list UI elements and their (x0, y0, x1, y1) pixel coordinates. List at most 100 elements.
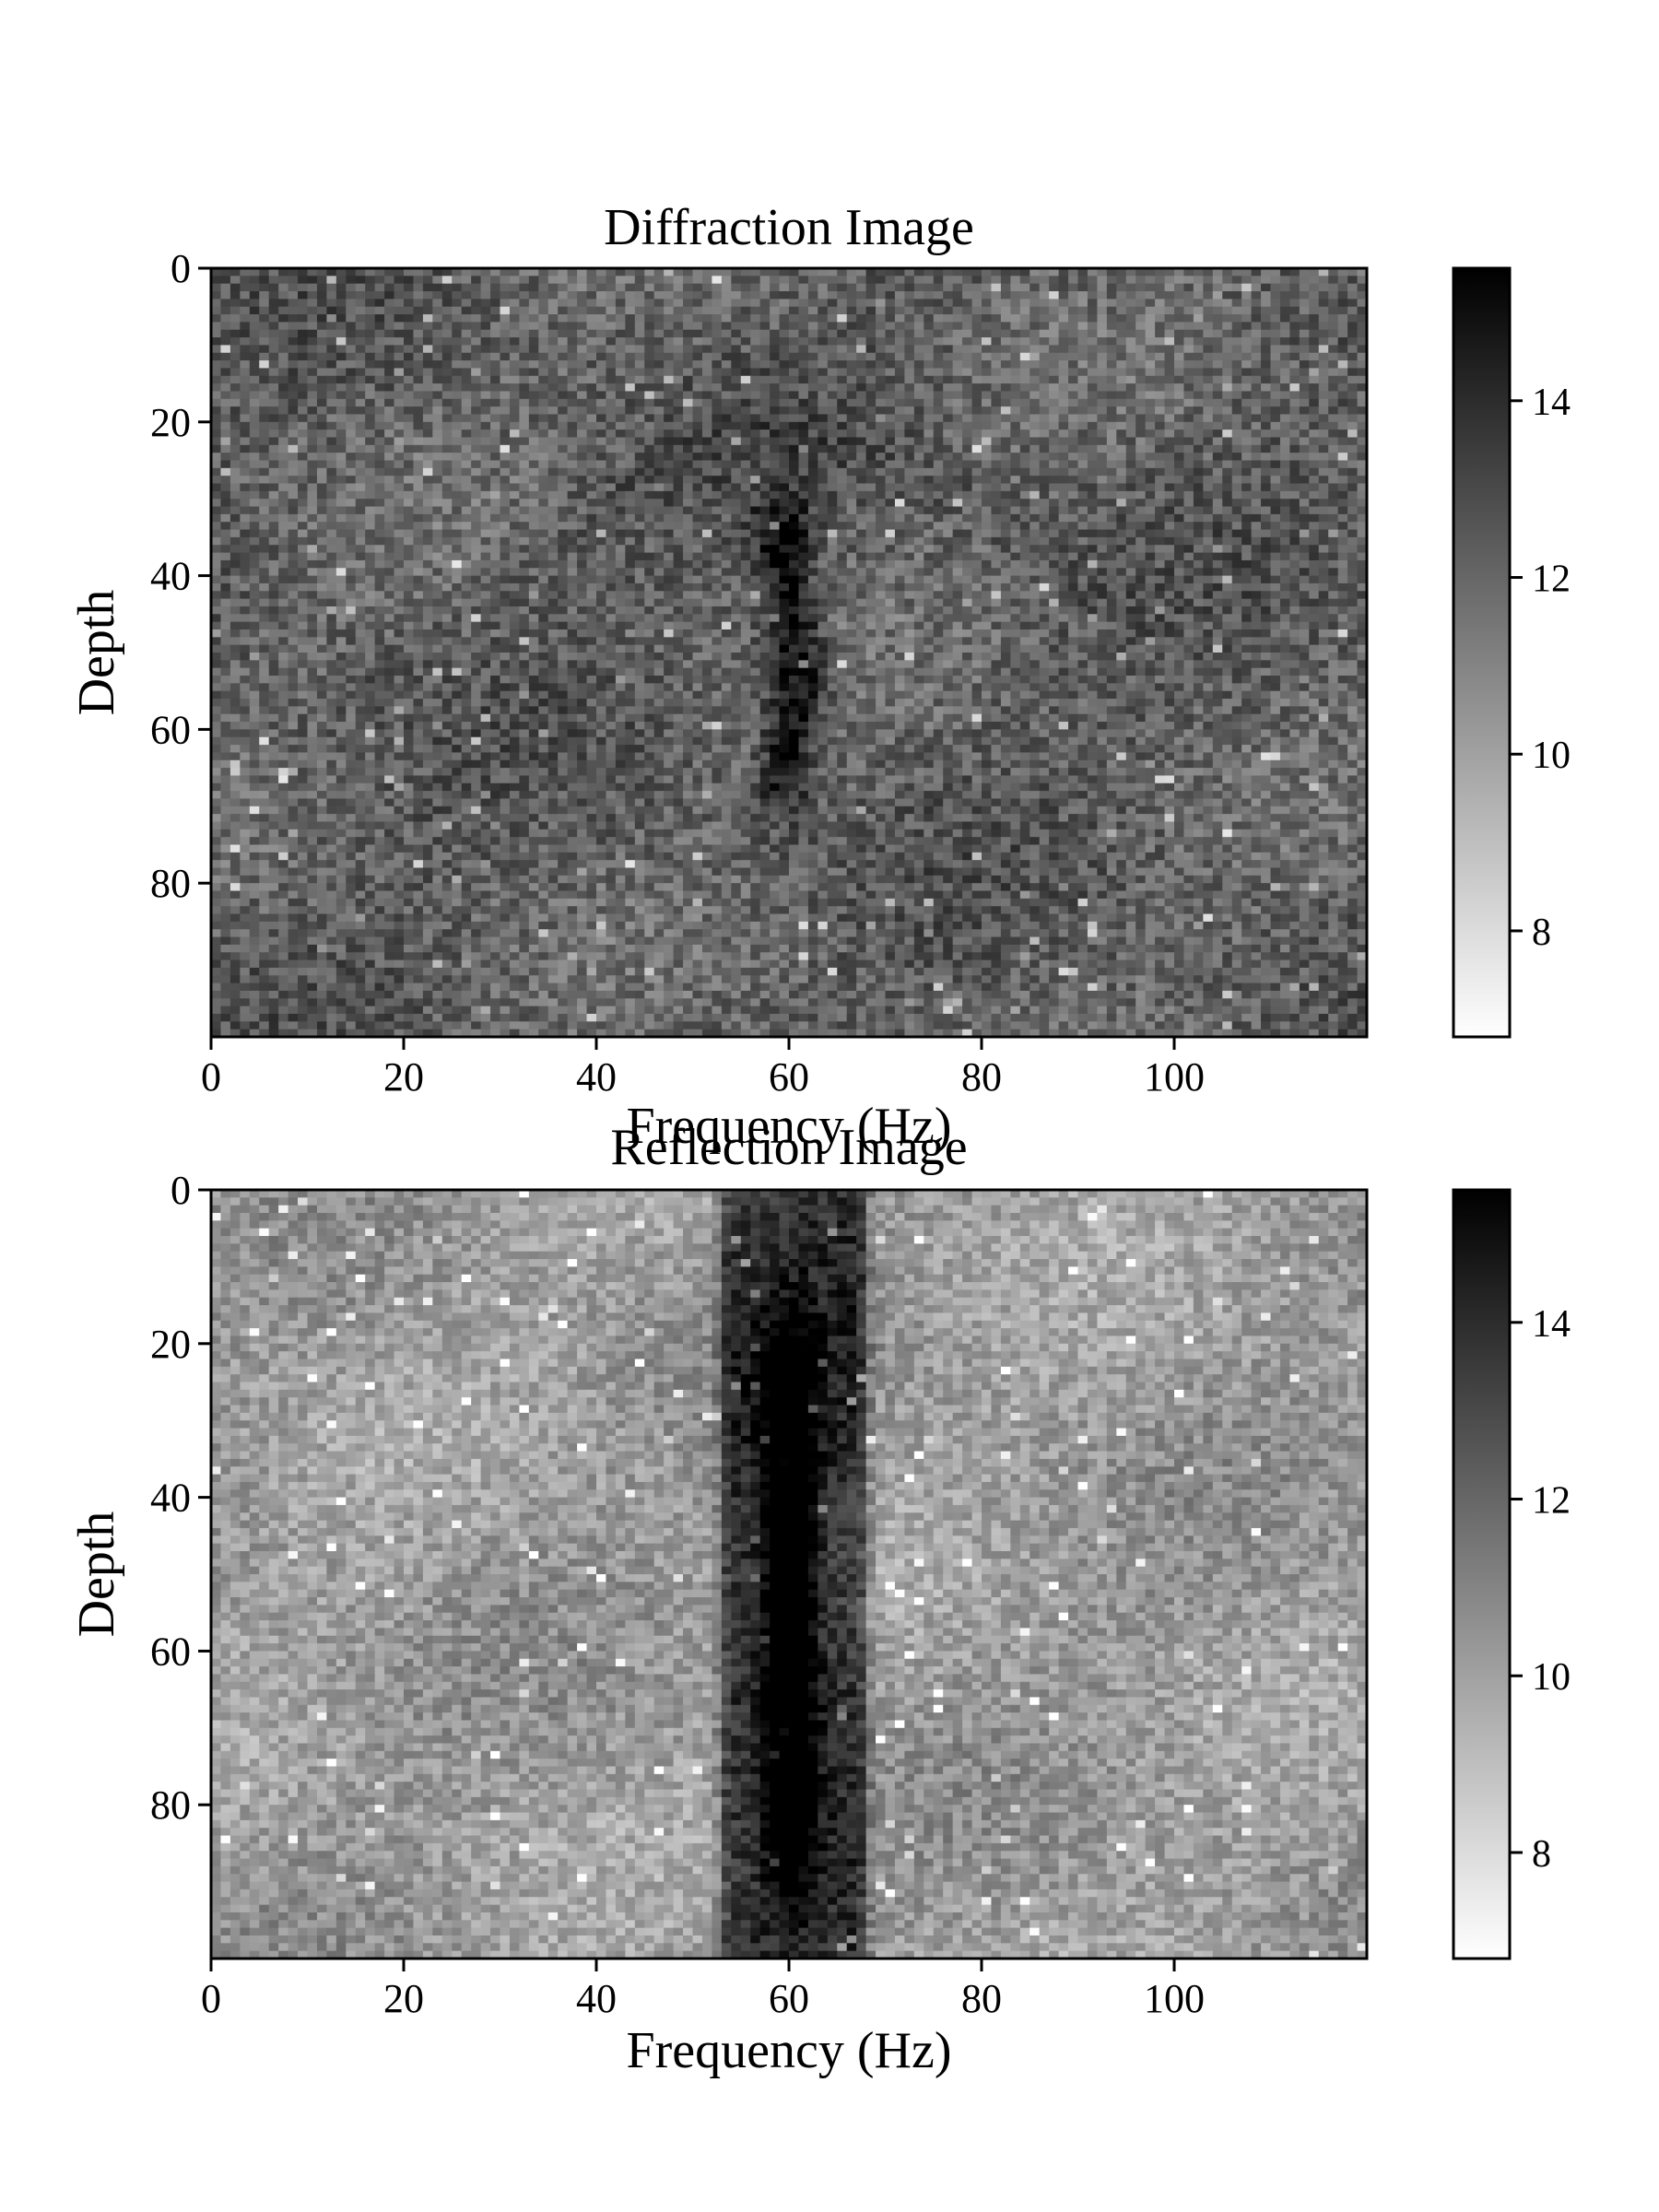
heatmap-cell (220, 545, 230, 553)
heatmap-cell (587, 330, 597, 338)
heatmap-cell (336, 345, 347, 353)
heatmap-cell (568, 422, 578, 430)
heatmap-cell (577, 414, 587, 422)
heatmap-cell (1203, 399, 1213, 407)
heatmap-cell (596, 391, 606, 399)
heatmap-cell (750, 383, 760, 392)
heatmap-cell (404, 468, 414, 477)
heatmap-cell (1040, 461, 1050, 469)
heatmap-cell (847, 576, 857, 584)
heatmap-cell (510, 576, 520, 584)
heatmap-cell (798, 491, 808, 500)
heatmap-cell (1222, 468, 1232, 477)
heatmap-cell (770, 468, 780, 477)
heatmap-cell (462, 461, 472, 469)
heatmap-cell (644, 583, 654, 592)
heatmap-cell (269, 507, 279, 515)
heatmap-cell (760, 337, 771, 346)
heatmap-cell (490, 530, 500, 538)
heatmap-cell (298, 322, 308, 330)
heatmap-cell (250, 453, 260, 461)
heatmap-cell (847, 314, 857, 323)
heatmap-cell (1059, 453, 1069, 461)
heatmap-cell (1030, 322, 1040, 330)
heatmap-cell (1241, 314, 1252, 323)
heatmap-cell (1001, 429, 1011, 438)
heatmap-cell (837, 484, 847, 492)
heatmap-cell (1165, 307, 1175, 315)
heatmap-cell (1319, 314, 1329, 323)
heatmap-cell (1049, 537, 1059, 546)
heatmap-cell (1319, 376, 1329, 384)
heatmap-cell (886, 337, 896, 346)
heatmap-cell (1097, 437, 1107, 445)
heatmap-cell (837, 399, 847, 407)
heatmap-cell (798, 437, 808, 445)
heatmap-cell (1001, 507, 1011, 515)
heatmap-cell (953, 299, 963, 307)
heatmap-cell (1001, 345, 1011, 353)
heatmap-cell (953, 391, 963, 399)
heatmap-cell (587, 376, 597, 384)
heatmap-cell (317, 376, 327, 384)
heatmap-cell (1213, 568, 1223, 576)
heatmap-cell (760, 537, 771, 546)
heatmap-cell (1222, 553, 1232, 561)
heatmap-cell (1068, 276, 1078, 284)
heatmap-cell (644, 537, 654, 546)
heatmap-cell (1271, 291, 1281, 300)
heatmap-cell (876, 406, 886, 415)
heatmap-cell (240, 545, 250, 553)
heatmap-cell (683, 406, 693, 415)
heatmap-cell (356, 299, 366, 307)
heatmap-cell (1010, 507, 1020, 515)
heatmap-cell (471, 422, 481, 430)
heatmap-cell (654, 484, 665, 492)
heatmap-cell (308, 360, 318, 369)
heatmap-cell (741, 537, 751, 546)
heatmap-cell (1059, 522, 1069, 530)
heatmap-cell (1116, 399, 1126, 407)
heatmap-cell (577, 353, 587, 361)
heatmap-cell (346, 537, 356, 546)
heatmap-cell (828, 461, 838, 469)
heatmap-cell (1040, 491, 1050, 500)
heatmap-cell (837, 476, 847, 484)
heatmap-cell (1146, 314, 1156, 323)
heatmap-cell (1097, 468, 1107, 477)
heatmap-cell (336, 576, 347, 584)
heatmap-cell (259, 530, 269, 538)
heatmap-cell (972, 491, 982, 500)
heatmap-cell (664, 437, 674, 445)
heatmap-cell (1049, 276, 1059, 284)
heatmap-cell (1049, 307, 1059, 315)
heatmap-cell (230, 406, 241, 415)
heatmap-cell (336, 360, 347, 369)
heatmap-cell (1222, 322, 1232, 330)
heatmap-cell (365, 437, 375, 445)
heatmap-cell (375, 537, 385, 546)
heatmap-cell (452, 399, 462, 407)
heatmap-cell (828, 353, 838, 361)
heatmap-cell (741, 453, 751, 461)
heatmap-cell (230, 491, 241, 500)
heatmap-cell (500, 376, 511, 384)
heatmap-cell (538, 307, 548, 315)
heatmap-cell (886, 522, 896, 530)
heatmap-cell (635, 476, 645, 484)
heatmap-cell (432, 422, 442, 430)
heatmap-cell (288, 353, 299, 361)
heatmap-cell (1289, 314, 1300, 323)
heatmap-cell (625, 468, 635, 477)
heatmap-cell (1174, 307, 1184, 315)
heatmap-cell (568, 376, 578, 384)
heatmap-cell (722, 422, 732, 430)
heatmap-cell (1001, 560, 1011, 569)
heatmap-cell (404, 345, 414, 353)
heatmap-cell (1261, 461, 1271, 469)
heatmap-cell (1020, 330, 1030, 338)
heatmap-cell (818, 299, 828, 307)
heatmap-cell (404, 576, 414, 584)
heatmap-cell (1078, 376, 1088, 384)
heatmap-cell (384, 314, 394, 323)
